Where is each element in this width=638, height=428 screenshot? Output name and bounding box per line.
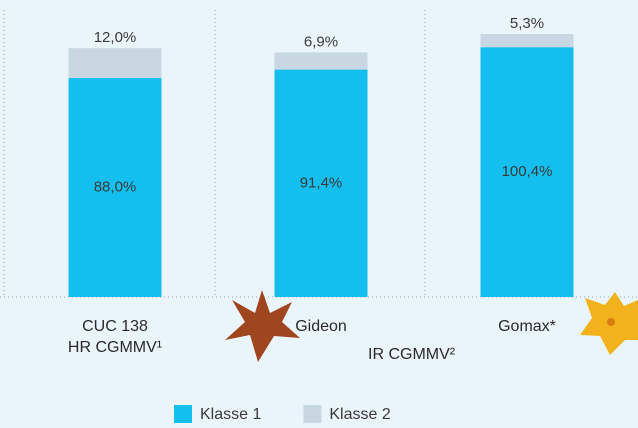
bar-segment [69, 48, 162, 78]
legend-swatch [303, 405, 321, 423]
bar-segment [275, 52, 368, 69]
legend-label: Klasse 2 [329, 406, 390, 423]
data-label: 91,4% [300, 174, 343, 191]
bar-segment [481, 34, 574, 47]
legend-label: Klasse 1 [200, 406, 261, 423]
x-tick-label: Gideon [221, 316, 421, 337]
data-label: 6,9% [304, 33, 338, 50]
x-tick-label: Gomax* [427, 316, 627, 337]
x-tick-label: CUC 138 HR CGMMV¹ [15, 316, 215, 358]
data-label: 88,0% [94, 178, 137, 195]
chart-canvas: 88,0% 12,0% 91,4% 6,9% 100,4% 5,3% Klasse 1 Kla… [0, 0, 638, 428]
data-label: 100,4% [502, 163, 553, 180]
annotation: IR CGMMV² [368, 346, 455, 364]
data-label: 12,0% [94, 29, 137, 46]
chart: 88,0% 12,0% 91,4% 6,9% 100,4% 5,3% Klasse 1 Kla… [0, 0, 638, 428]
legend-swatch [174, 405, 192, 423]
data-label: 5,3% [510, 15, 544, 32]
